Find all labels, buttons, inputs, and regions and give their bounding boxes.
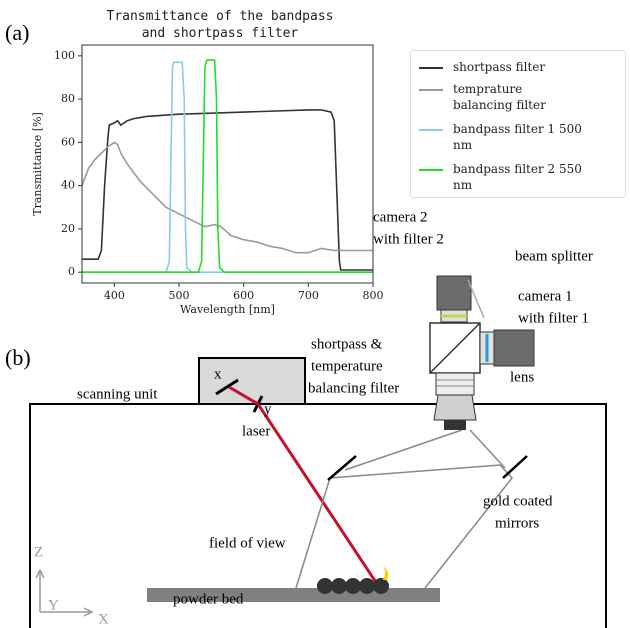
- label: beam splitter: [515, 248, 593, 264]
- axis-label: X: [98, 611, 109, 627]
- camera-2: [437, 276, 471, 310]
- axis-label: Z: [34, 544, 43, 560]
- y-tick-label: 60: [61, 135, 75, 148]
- label: lens: [510, 369, 534, 385]
- label: gold coated: [483, 493, 553, 509]
- diagram: [30, 276, 606, 628]
- x-tick-label: 600: [233, 289, 254, 302]
- panel-label: (a): [5, 20, 29, 45]
- legend-label: temprature balancing filter: [453, 81, 583, 113]
- axes-icon: [36, 570, 92, 616]
- camera-1: [494, 330, 534, 366]
- panel-label: (b): [5, 345, 31, 370]
- laser-beam: [229, 387, 385, 596]
- temperature-filter: [436, 373, 474, 395]
- axis-label: Y: [48, 597, 59, 613]
- legend-swatch: [419, 89, 443, 91]
- x-axis-label: Wavelength [nm]: [180, 303, 275, 316]
- label: temperature: [311, 358, 383, 374]
- label: balancing filter: [308, 380, 399, 396]
- x-tick-label: 800: [363, 289, 384, 302]
- lens: [434, 395, 476, 420]
- label: mirrors: [495, 515, 539, 531]
- series-line: [82, 110, 373, 270]
- plot-frame: [82, 45, 373, 283]
- melt-track: [317, 578, 389, 594]
- mirror: [503, 456, 527, 478]
- label: scanning unit: [77, 386, 158, 402]
- x-tick-label: 400: [104, 289, 125, 302]
- legend-swatch: [419, 67, 443, 69]
- optical-path: [345, 430, 505, 470]
- melt-pool: [383, 566, 388, 580]
- y-axis-label: Transmittance [%]: [31, 112, 44, 216]
- label: field of view: [209, 535, 286, 551]
- label: camera 1: [518, 288, 573, 304]
- field-of-view: [296, 465, 512, 588]
- y-tick-label: 20: [61, 222, 75, 235]
- legend-swatch: [419, 129, 443, 131]
- label: x: [214, 366, 222, 382]
- label: y: [264, 401, 272, 417]
- y-tick-label: 100: [54, 49, 75, 62]
- x-tick-label: 500: [169, 289, 190, 302]
- label: powder bed: [173, 591, 244, 607]
- x-tick-label: 700: [298, 289, 319, 302]
- y-tick-label: 80: [61, 92, 75, 105]
- legend-swatch: [419, 169, 443, 171]
- label: shortpass &: [311, 336, 383, 352]
- y-tick-label: 0: [68, 265, 75, 278]
- label: camera 2: [373, 209, 428, 225]
- legend-label: shortpass filter: [453, 59, 583, 75]
- label: with filter 2: [373, 231, 444, 247]
- legend: shortpass filter temprature balancing fil…: [410, 50, 626, 198]
- legend-label: bandpass filter 1 500 nm: [453, 121, 583, 153]
- series-line: [82, 60, 373, 272]
- series-line: [82, 62, 373, 272]
- series-line: [82, 142, 373, 252]
- chart-title: Transmittance of the bandpass and shortp…: [95, 8, 345, 42]
- y-tick-label: 40: [61, 179, 75, 192]
- legend-label: bandpass filter 2 550 nm: [453, 161, 583, 193]
- figure: (a) (b) camera 2 with filter 2 beam spli…: [0, 0, 630, 628]
- label: with filter 1: [518, 310, 589, 326]
- label: laser: [242, 423, 270, 439]
- lens-mount: [444, 420, 466, 430]
